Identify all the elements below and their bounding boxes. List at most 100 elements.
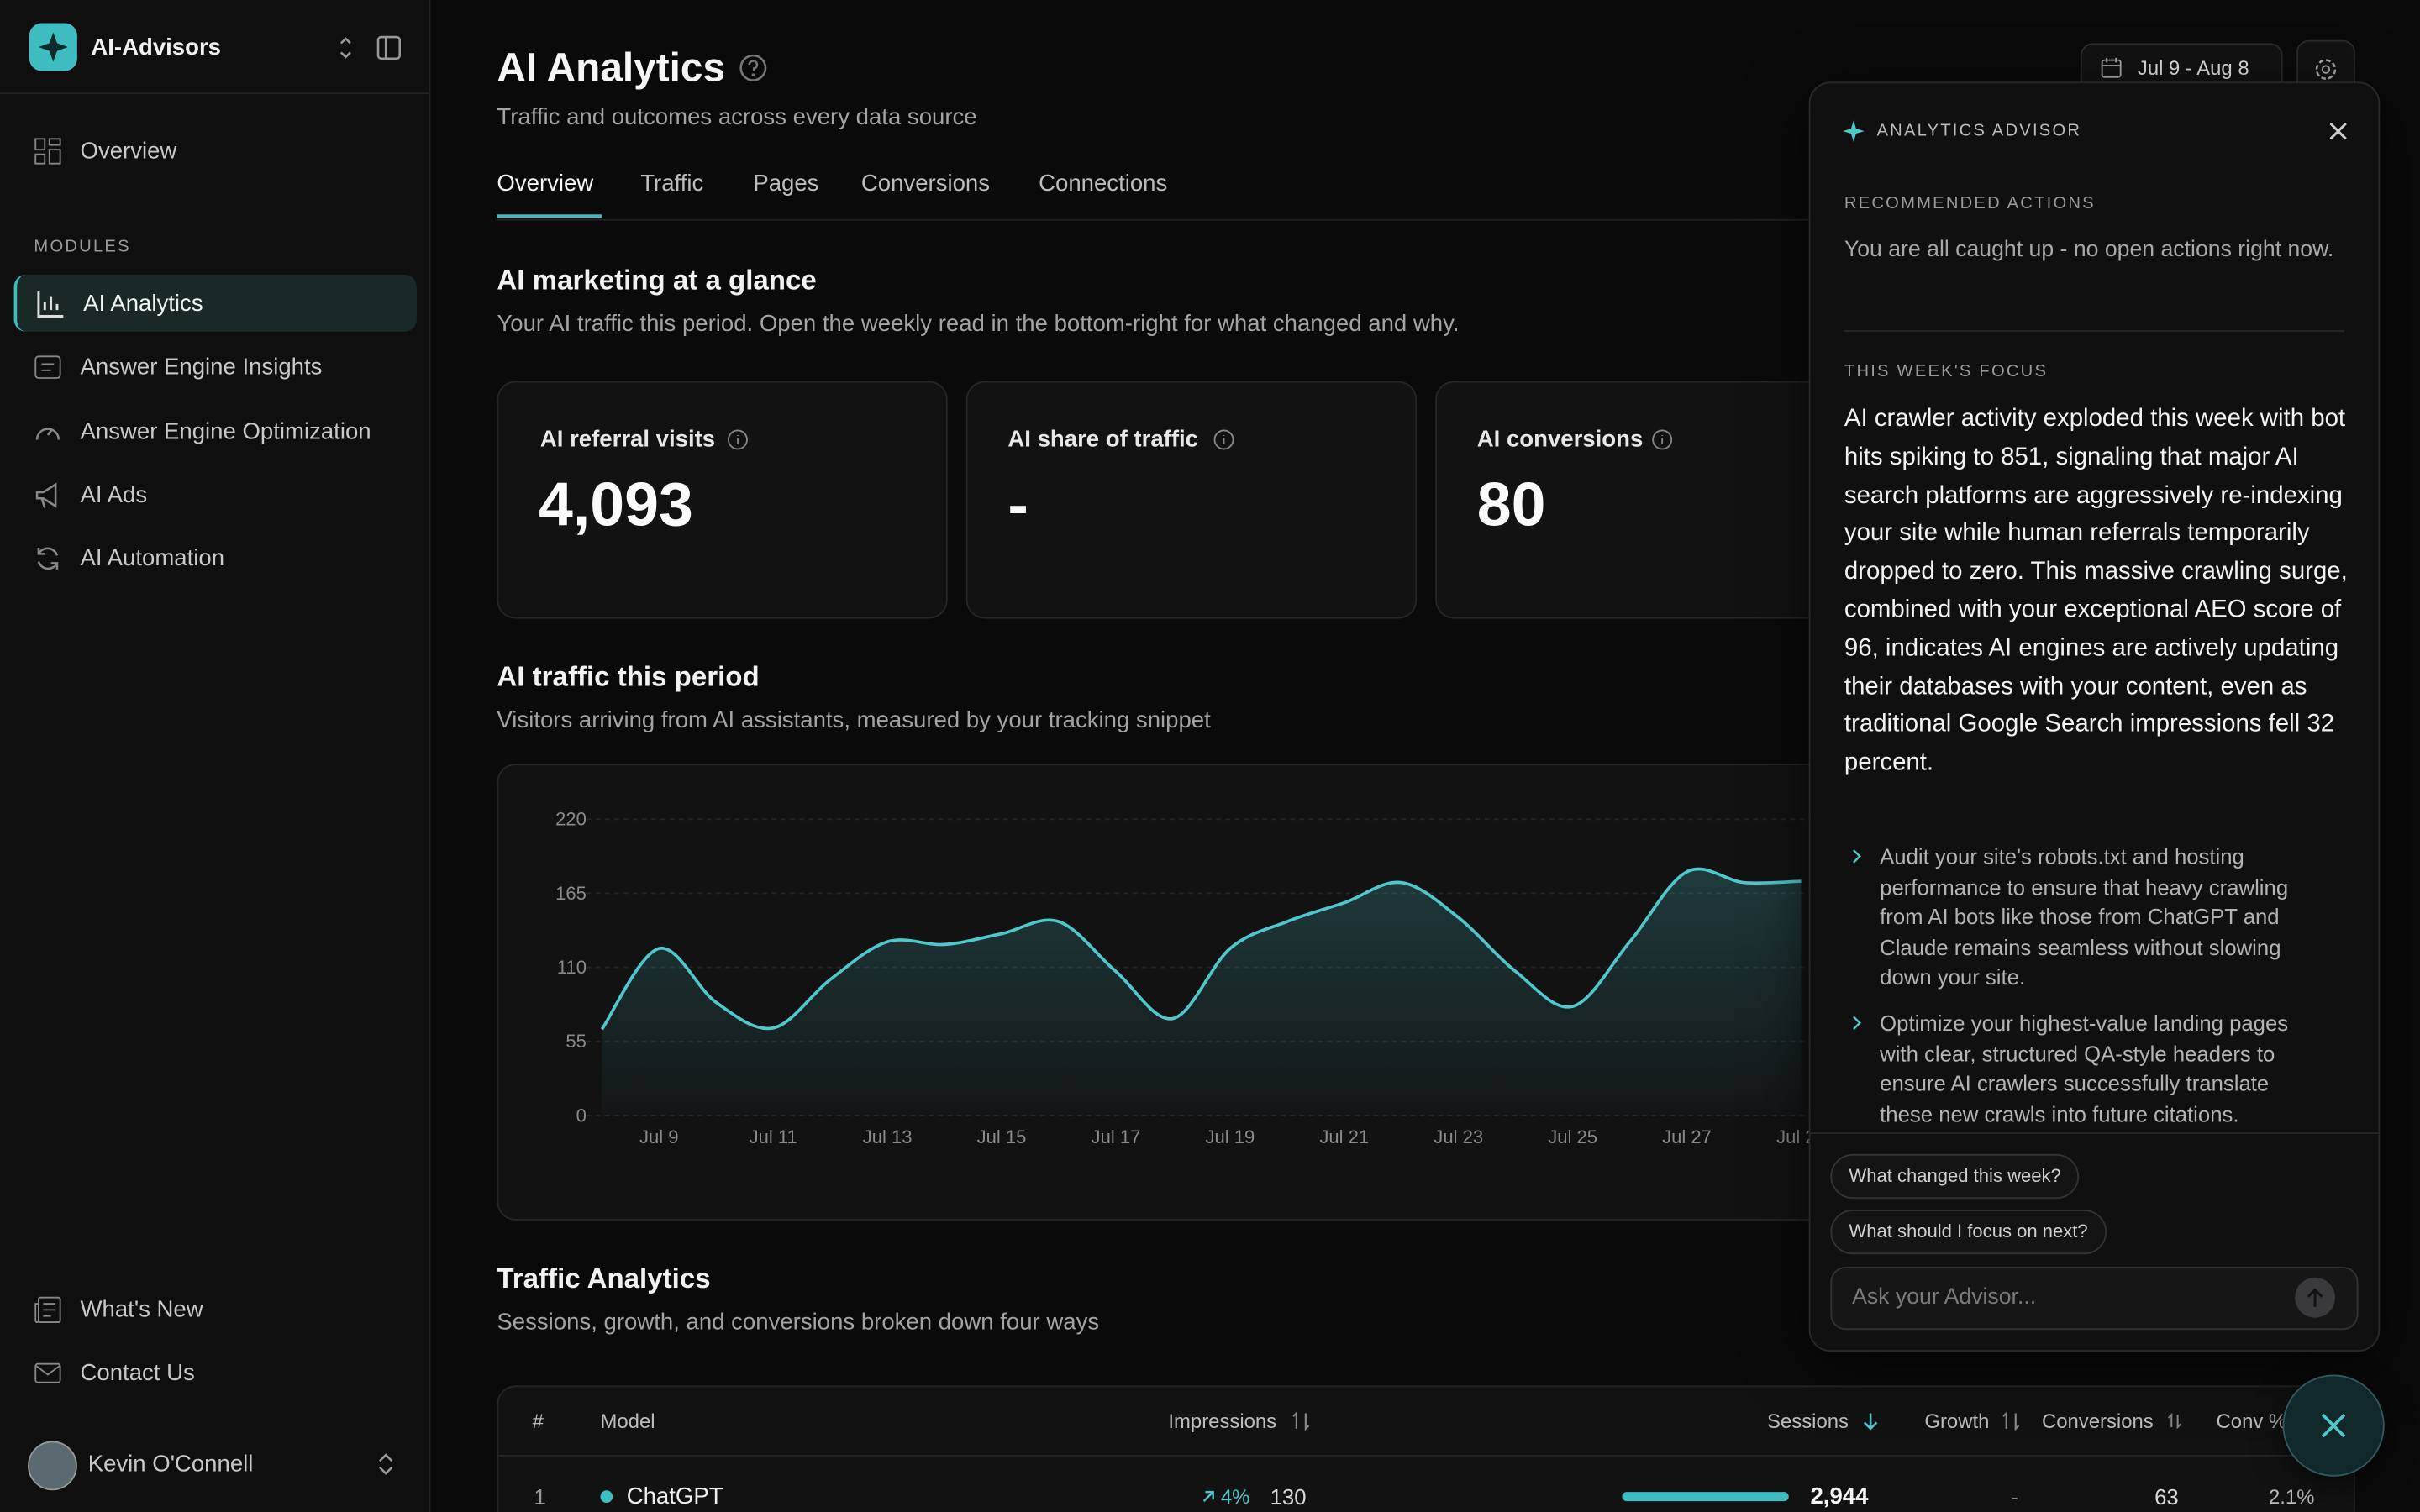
advisor-panel: ANALYTICS ADVISOR RECOMMENDED ACTIONS Yo…: [1808, 81, 2381, 1352]
nav-item[interactable]: Contact Us: [80, 1360, 195, 1387]
nav-icon: [34, 355, 61, 379]
nav-active-bg: [13, 274, 417, 332]
nav-icon: [35, 428, 60, 440]
table-cell: 130: [1270, 1483, 1307, 1509]
user-name[interactable]: Kevin O'Connell: [87, 1451, 254, 1478]
x-tick-label: Jul 23: [1434, 1126, 1483, 1147]
tab[interactable]: Pages: [753, 170, 819, 197]
table-cell: 1: [534, 1483, 546, 1509]
page-title: AI Analytics: [497, 44, 726, 91]
nav-section: MODULES: [34, 237, 131, 256]
x-tick-label: Jul 11: [750, 1126, 797, 1147]
brand-logo: [29, 23, 77, 71]
info-icon[interactable]: [1651, 429, 1673, 451]
nav-icon: [37, 291, 64, 318]
advisor-input[interactable]: [1830, 1266, 2359, 1331]
chart: 0 55 110 165 220 Jul 9 Jul 11 Jul 13 Jul 15 Jul 1…: [555, 809, 2353, 1147]
sort-icon[interactable]: [1861, 1410, 1880, 1432]
nav-item[interactable]: Answer Engine Optimization: [80, 418, 371, 445]
sort-icon[interactable]: [1292, 1410, 1310, 1432]
kpi-label: AI referral visits: [539, 426, 716, 454]
table-header[interactable]: Growth: [1924, 1409, 1990, 1433]
nav-item[interactable]: What's New: [80, 1296, 203, 1323]
y-tick-label: 110: [557, 957, 587, 978]
advisor-section-title: THIS WEEK'S FOCUS: [1844, 362, 2049, 381]
table-header[interactable]: Impressions: [1168, 1409, 1277, 1433]
x-tick-label: Jul 13: [863, 1126, 913, 1147]
nav-item[interactable]: AI Ads: [80, 481, 148, 509]
tab[interactable]: Overview: [497, 170, 594, 197]
section-subtitle: Your AI traffic this period. Open the we…: [497, 311, 1460, 338]
bullet-chevron: [1853, 849, 1861, 864]
send-button[interactable]: [2295, 1277, 2335, 1318]
table-cell: 63: [2154, 1483, 2179, 1509]
nav-icon: [34, 138, 61, 165]
tab-divider: [497, 218, 2353, 221]
x-tick-label: Jul 27: [1662, 1126, 1712, 1147]
table-cell: 2.1%: [2269, 1484, 2315, 1509]
nav-item[interactable]: AI Automation: [80, 545, 225, 572]
info-icon[interactable]: [1213, 429, 1235, 451]
kpi-value: -: [1007, 471, 1028, 539]
focus-text: AI crawler activity exploded this week w…: [1844, 406, 2348, 777]
tab-underline: [497, 214, 602, 218]
info-icon[interactable]: [727, 429, 749, 451]
table-cell: ChatGPT: [626, 1483, 723, 1510]
suggestion-chip[interactable]: What should I focus on next?: [1830, 1210, 2107, 1255]
suggestion-chip[interactable]: What changed this week?: [1830, 1153, 2080, 1200]
divider: [0, 92, 429, 95]
table-header[interactable]: Conv %: [2216, 1409, 2287, 1433]
sort-icon[interactable]: [2002, 1410, 2020, 1432]
advisor-section-title: RECOMMENDED ACTIONS: [1844, 194, 2096, 213]
table-cell: 4%: [1220, 1484, 1250, 1509]
table-cell: 2,944: [1810, 1483, 1869, 1510]
table-header[interactable]: Model: [600, 1409, 655, 1433]
x-tick-label: Jul 9: [639, 1126, 679, 1147]
growth-arrow: [1202, 1490, 1214, 1502]
table-header: #: [532, 1409, 544, 1433]
kpi-label: AI share of traffic: [1007, 426, 1198, 454]
sort-icon[interactable]: [2167, 1412, 2182, 1431]
user-avatar[interactable]: [28, 1441, 77, 1491]
help-icon[interactable]: [738, 52, 769, 83]
brand-name[interactable]: AI-Advisors: [91, 34, 221, 61]
table-cell: -: [2011, 1483, 2018, 1509]
advisor-toggle[interactable]: [2282, 1374, 2385, 1477]
table-header[interactable]: Sessions: [1767, 1409, 1849, 1433]
section-title: AI marketing at a glance: [497, 265, 817, 296]
advisor-title: ANALYTICS ADVISOR: [1876, 122, 2082, 141]
chart-title: AI traffic this period: [497, 661, 760, 692]
nav-icon: [34, 1362, 61, 1383]
kpi-card: [497, 381, 948, 619]
section-title: Traffic Analytics: [497, 1263, 711, 1294]
close-button[interactable]: [2328, 120, 2349, 142]
nav-item[interactable]: Answer Engine Insights: [80, 354, 323, 381]
tab[interactable]: Traffic: [640, 170, 704, 197]
date-range[interactable]: Jul 9 - Aug 8: [2137, 56, 2249, 80]
divider: [1810, 1132, 2379, 1134]
kpi-card: [965, 381, 1418, 619]
tab[interactable]: Connections: [1039, 170, 1168, 197]
x-tick-label: Jul 15: [977, 1126, 1027, 1147]
user-menu-icon[interactable]: [376, 1452, 395, 1476]
y-tick-label: 55: [566, 1031, 587, 1052]
line: [600, 867, 1802, 1031]
table-header[interactable]: Conversions: [2042, 1409, 2154, 1433]
nav-item[interactable]: AI Analytics: [83, 291, 203, 318]
x-tick-label: Jul 21: [1319, 1126, 1369, 1147]
chart-subtitle: Visitors arriving from AI assistants, me…: [497, 707, 1211, 734]
kpi-label: AI conversions: [1476, 426, 1644, 454]
nav-icon: [35, 482, 57, 508]
nav-item[interactable]: Overview: [80, 138, 177, 165]
focus-bullet: Audit your site's robots.txt and hosting…: [1880, 843, 2289, 990]
tab[interactable]: Conversions: [860, 170, 991, 197]
table-card: [497, 1385, 2355, 1512]
input-placeholder[interactable]: Ask your Advisor...: [1852, 1285, 2037, 1310]
focus-bullet: Optimize your highest-value landing page…: [1880, 1011, 2289, 1126]
advisor-text: You are all caught up - no open actions …: [1844, 237, 2334, 263]
section-subtitle: Sessions, growth, and conversions broken…: [497, 1309, 1100, 1336]
page-subtitle: Traffic and outcomes across every data s…: [497, 103, 977, 131]
brand-controls[interactable]: [336, 34, 413, 61]
